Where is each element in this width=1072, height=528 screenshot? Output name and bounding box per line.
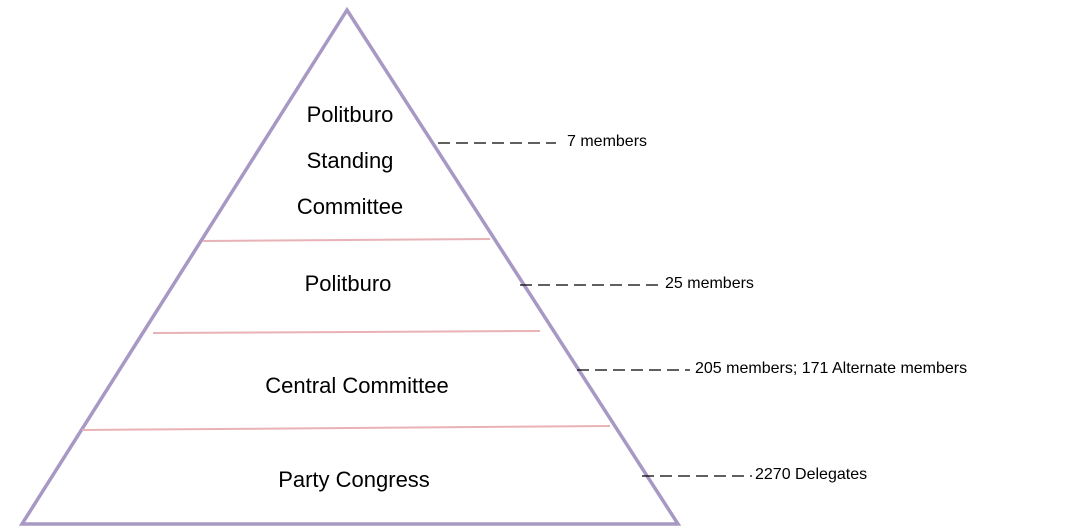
level-annotation: 2270 Delegates: [755, 466, 867, 483]
levels: Politburo Standing Committee 7 members Polit…: [265, 102, 967, 492]
level-label: Politburo: [307, 102, 394, 127]
pyramid-outline: [18, 6, 682, 526]
level-annotation: 25 members: [665, 275, 754, 292]
level-label: Central Committee: [265, 373, 448, 398]
level-label: Committee: [297, 194, 403, 219]
level-label: Standing: [307, 148, 394, 173]
level-divider: [202, 238, 491, 242]
level-divider: [152, 330, 541, 334]
level-annotation: 7 members: [567, 133, 647, 150]
level-label: Politburo: [305, 271, 392, 296]
level-label: Party Congress: [278, 467, 430, 492]
level-divider: [81, 425, 611, 431]
level-annotation: 205 members; 171 Alternate members: [695, 360, 967, 377]
